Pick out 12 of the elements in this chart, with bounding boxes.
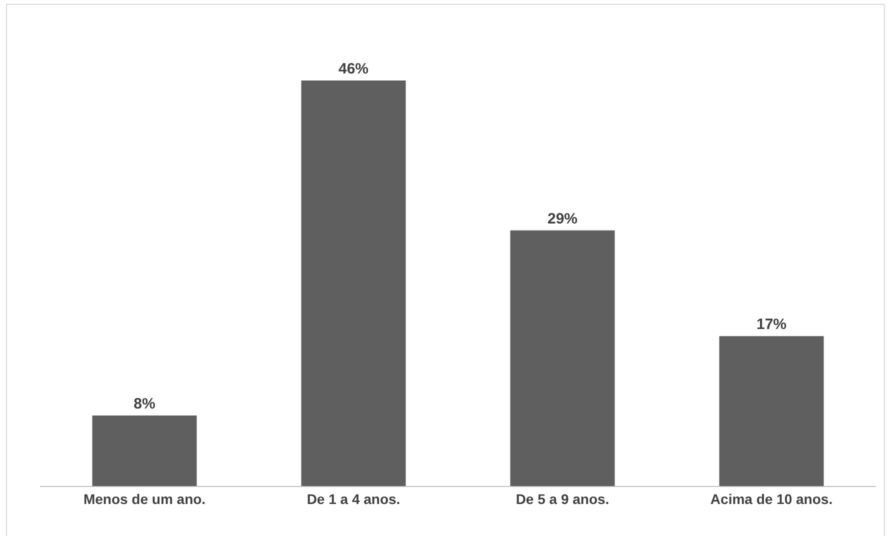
bar [92,415,197,486]
data-label: 17% [756,316,787,334]
data-label: 29% [547,210,578,228]
data-label: 8% [134,395,156,412]
bar [719,336,824,486]
bar [510,230,615,486]
bar [301,80,406,486]
x-tick-label: De 1 a 4 anos. [306,490,400,507]
x-tick-label: De 5 a 9 anos. [516,490,610,507]
data-label: 46% [338,60,369,78]
x-tick-label: Acima de 10 anos. [710,490,833,507]
x-tick-label: Menos de um ano. [83,490,206,507]
